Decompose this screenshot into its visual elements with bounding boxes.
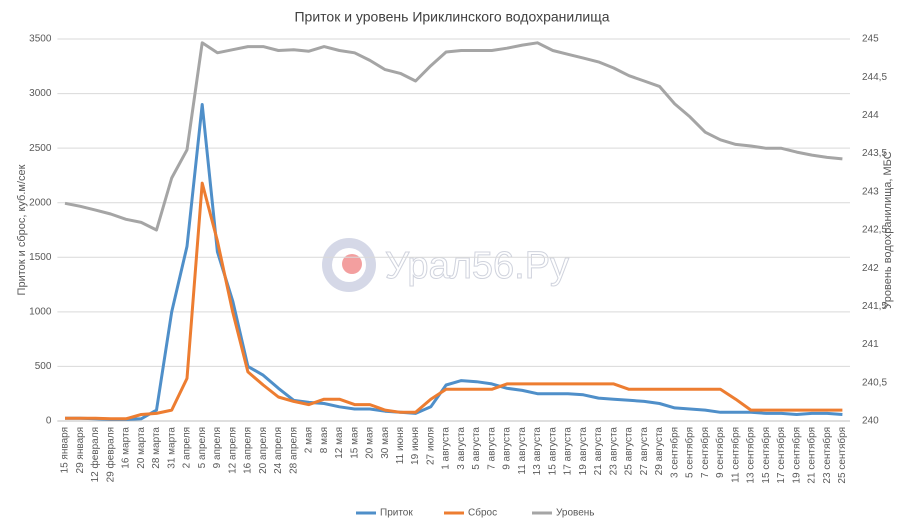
y-axis-title: Приток и сброс, куб.м/сек [16, 164, 28, 295]
x-tick-label: 16 апреля [243, 427, 254, 474]
x-tick-label: 16 марта [121, 427, 132, 469]
chart-title: Приток и уровень Ириклинского водохранил… [294, 9, 609, 25]
x-tick-label: 15 мая [349, 427, 360, 459]
x-tick-label: 2 мая [304, 427, 315, 453]
logo-dot [342, 254, 362, 274]
x-tick-label: 20 марта [136, 427, 147, 469]
y-tick-label: 3500 [29, 34, 52, 45]
x-tick-label: 12 февраля [89, 427, 101, 482]
y2-tick-label: 243,5 [862, 148, 887, 159]
y2-tick-label: 243 [862, 186, 879, 197]
x-tick-label: 11 августа [517, 427, 528, 475]
x-tick-label: 5 августа [471, 427, 482, 470]
x-tick-label: 12 мая [334, 427, 345, 459]
x-tick-label: 29 января [75, 427, 86, 473]
x-tick-label: 13 сентября [745, 427, 757, 484]
x-tick-label: 13 августа [532, 427, 543, 476]
legend-label: Уровень [556, 508, 595, 519]
x-tick-label: 15 января [60, 427, 71, 473]
x-tick-label: 5 сентября [684, 427, 696, 478]
x-tick-label: 19 сентября [790, 427, 802, 484]
y2-tick-label: 240 [862, 416, 879, 427]
series-line [64, 41, 843, 232]
x-tick-label: 9 сентября [714, 427, 726, 478]
legend-label: Приток [380, 508, 413, 519]
y-tick-label: 500 [35, 361, 52, 372]
y2-tick-label: 240,5 [862, 377, 887, 388]
x-tick-label: 28 апреля [288, 427, 299, 474]
x-tick-label: 11 июня [395, 427, 406, 464]
x-tick-label: 9 августа [502, 427, 513, 470]
x-tick-label: 12 апреля [227, 427, 238, 474]
x-tick-label: 17 августа [563, 427, 574, 476]
x-tick-label: 20 апреля [258, 427, 269, 474]
y-tick-label: 1500 [29, 252, 52, 263]
x-tick-label: 29 февраля [104, 427, 116, 482]
x-tick-label: 28 марта [151, 427, 162, 469]
x-tick-label: 17 сентября [775, 427, 787, 484]
series-line [65, 181, 843, 421]
series-line [65, 103, 843, 421]
x-tick-label: 3 августа [456, 427, 467, 470]
x-tick-label: 31 марта [166, 427, 177, 469]
x-tick-label: 25 сентября [836, 427, 848, 484]
x-tick-label: 24 апреля [273, 427, 284, 474]
x-tick-label: 1 августа [441, 427, 452, 470]
x-tick-label: 27 августа [639, 427, 650, 476]
y-tick-label: 0 [46, 416, 52, 427]
x-tick-label: 5 апреля [197, 427, 208, 468]
x-tick-label: 8 мая [319, 427, 330, 453]
x-tick-label: 30 мая [380, 427, 391, 459]
y-tick-label: 2500 [29, 143, 52, 154]
x-tick-label: 19 августа [578, 427, 589, 476]
x-tick-label: 25 августа [624, 427, 635, 476]
x-tick-label: 15 августа [547, 427, 558, 476]
x-tick-label: 7 сентября [699, 427, 711, 478]
x-tick-label: 15 сентября [760, 427, 772, 484]
x-tick-label: 9 апреля [212, 427, 223, 468]
x-tick-label: 29 августа [654, 427, 665, 476]
legend-label: Сброс [468, 507, 497, 519]
y2-tick-label: 241,5 [862, 301, 887, 312]
y-tick-label: 3000 [29, 88, 52, 99]
y-tick-label: 1000 [29, 306, 52, 317]
y2-axis-title: Уровень водохранилища, МБС [882, 151, 894, 308]
y2-tick-label: 242 [862, 263, 879, 274]
y2-tick-label: 241 [862, 339, 879, 350]
y2-tick-label: 242,5 [862, 225, 887, 236]
x-tick-label: 23 сентября [821, 427, 833, 484]
x-tick-label: 21 сентября [806, 427, 818, 484]
x-tick-label: 7 августа [486, 427, 497, 470]
x-tick-label: 19 июня [410, 427, 421, 465]
x-tick-label: 20 мая [365, 427, 376, 459]
x-tick-label: 2 апреля [182, 427, 193, 468]
y2-tick-label: 245 [862, 34, 879, 45]
watermark-logo [322, 238, 376, 292]
watermark: Урал56.Ру [385, 245, 569, 287]
x-tick-label: 3 сентября [668, 427, 680, 478]
y-tick-label: 2000 [29, 197, 52, 208]
x-tick-label: 23 августа [608, 427, 619, 476]
y2-tick-label: 244,5 [862, 72, 887, 83]
y2-tick-label: 244 [862, 110, 879, 121]
x-tick-label: 11 сентября [729, 427, 741, 483]
x-tick-label: 21 августа [593, 427, 604, 476]
x-tick-label: 27 июля [425, 427, 436, 465]
